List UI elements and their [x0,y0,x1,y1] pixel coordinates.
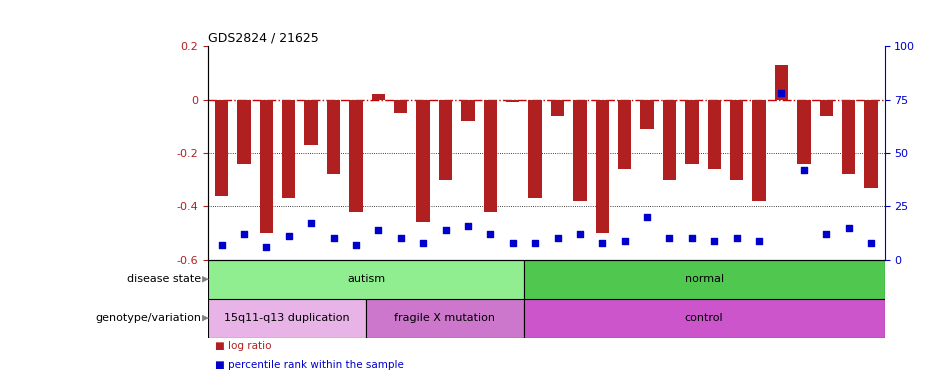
Bar [326,99,341,174]
Bar [506,99,519,102]
Point [528,240,543,246]
Point [729,235,745,242]
Text: ■ log ratio: ■ log ratio [215,341,272,351]
Bar [775,65,788,99]
Bar [483,99,497,212]
Point [662,235,677,242]
Point [415,240,430,246]
Bar [640,99,654,129]
Text: autism: autism [347,274,385,284]
Bar [819,99,833,116]
Point [304,220,319,227]
Text: control: control [685,313,724,323]
Text: normal: normal [685,274,724,284]
Bar [685,99,698,164]
Bar [663,99,676,180]
Bar [524,260,885,299]
Bar [416,99,429,222]
Point [684,235,699,242]
Bar [394,99,408,113]
Bar [865,99,878,188]
Point [259,244,274,250]
Point [461,222,476,228]
Point [864,240,879,246]
Bar [349,99,362,212]
Bar [282,99,295,199]
Bar [305,99,318,145]
Bar [730,99,744,180]
Bar [524,299,885,338]
Bar [215,99,228,196]
Bar [618,99,631,169]
Bar [708,99,721,169]
Bar [366,299,524,338]
Point [572,231,587,237]
Point [214,242,229,248]
Bar [842,99,855,174]
Text: GDS2824 / 21625: GDS2824 / 21625 [208,32,319,45]
Bar [797,99,811,164]
Point [550,235,565,242]
Point [751,237,766,243]
Text: genotype/variation: genotype/variation [96,313,201,323]
Point [841,225,856,231]
Point [281,233,296,239]
Point [482,231,498,237]
Bar [596,99,609,233]
Bar [208,260,524,299]
Bar [551,99,564,116]
Bar [573,99,587,201]
Text: 15q11-q13 duplication: 15q11-q13 duplication [224,313,350,323]
Point [818,231,833,237]
Bar [237,99,251,164]
Text: ■ percentile rank within the sample: ■ percentile rank within the sample [215,361,404,371]
Bar [439,99,452,180]
Point [617,237,632,243]
Text: disease state: disease state [127,274,201,284]
Bar [208,299,366,338]
Bar [259,99,273,233]
Point [438,227,453,233]
Point [707,237,722,243]
Point [371,227,386,233]
Point [595,240,610,246]
Bar [462,99,475,121]
Point [774,90,789,96]
Point [505,240,520,246]
Text: fragile X mutation: fragile X mutation [394,313,496,323]
Point [639,214,655,220]
Point [326,235,342,242]
Point [348,242,363,248]
Point [797,167,812,173]
Bar [752,99,766,201]
Point [394,235,409,242]
Bar [529,99,542,199]
Bar [372,94,385,99]
Point [236,231,252,237]
